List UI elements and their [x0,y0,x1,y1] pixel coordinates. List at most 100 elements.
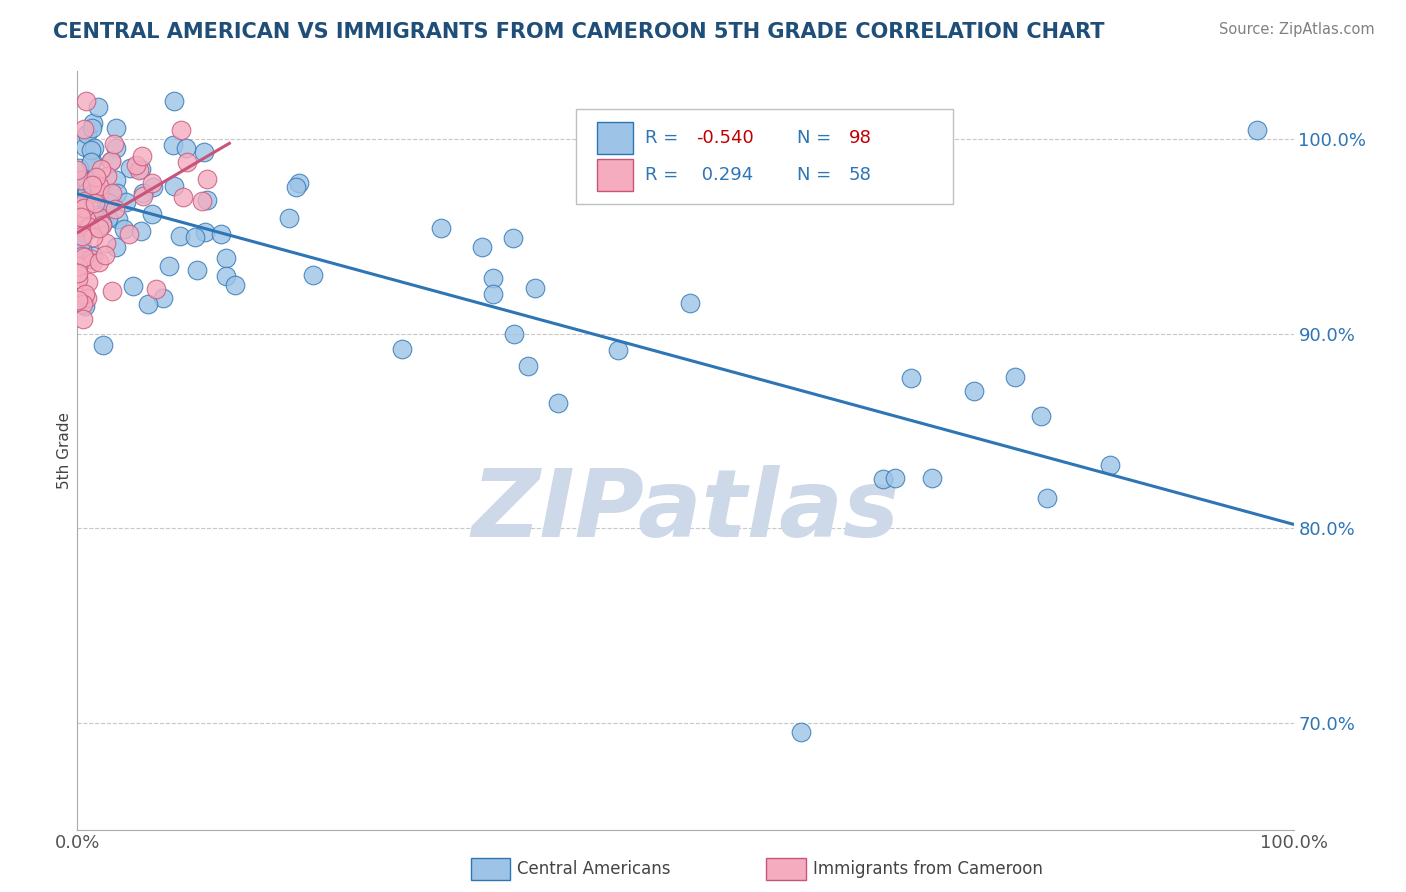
Point [481,271,503,285]
Point [517,359,540,374]
Point [163,94,186,108]
Point [75,211,97,226]
Point [89,211,111,225]
Point [75,299,97,313]
Point [391,342,413,356]
Point [70,249,93,263]
Point [72,224,94,238]
Point [70,173,93,187]
Point [112,222,135,236]
Point [547,396,569,410]
Point [523,281,546,295]
Point [73,139,96,153]
Point [96,236,118,251]
Point [162,137,184,152]
Point [76,185,98,199]
Point [132,189,155,203]
Point [77,275,100,289]
Point [73,122,96,136]
Point [471,240,494,254]
Point [66,259,89,273]
Text: R =: R = [645,166,685,185]
Point [128,163,150,178]
Point [80,155,103,169]
Point [100,153,122,168]
Point [872,472,894,486]
Point [84,169,107,184]
Point [194,225,217,239]
Point [75,94,97,108]
Point [80,121,103,136]
Text: 0.294: 0.294 [696,166,754,185]
Point [921,471,943,485]
Point [103,202,125,216]
Point [82,255,104,269]
Text: Source: ZipAtlas.com: Source: ZipAtlas.com [1219,22,1375,37]
Point [104,172,127,186]
Point [82,230,104,244]
Point [98,186,121,200]
FancyBboxPatch shape [576,110,953,204]
Point [145,282,167,296]
Point [105,240,128,254]
Point [430,221,453,235]
Point [96,169,118,184]
Point [80,252,103,267]
Point [69,217,91,231]
Point [67,199,90,213]
Point [142,180,165,194]
Text: 98: 98 [848,129,872,147]
Point [209,227,232,241]
Point [118,161,141,175]
Point [67,214,90,228]
Point [163,179,186,194]
Point [76,217,98,231]
Point [169,228,191,243]
Point [89,179,111,194]
Point [70,235,93,250]
Point [82,116,104,130]
Point [97,195,120,210]
Point [679,296,702,310]
Point [176,155,198,169]
Text: Central Americans: Central Americans [517,860,671,878]
Text: -0.540: -0.540 [696,129,754,147]
Point [105,186,128,200]
Point [101,186,124,200]
Point [87,186,110,200]
Point [66,163,89,178]
Point [91,218,114,232]
Point [86,214,108,228]
Point [107,211,129,226]
Point [141,207,163,221]
Point [70,210,93,224]
Point [80,178,103,192]
Point [125,158,148,172]
Point [285,180,308,194]
Point [115,194,138,209]
Point [75,172,97,186]
Point [1246,122,1268,136]
Point [170,122,193,136]
Point [90,211,112,225]
Point [141,176,163,190]
Point [883,470,905,484]
Point [83,141,105,155]
Point [76,291,98,305]
Point [90,161,112,176]
Point [105,120,128,135]
Text: CENTRAL AMERICAN VS IMMIGRANTS FROM CAMEROON 5TH GRADE CORRELATION CHART: CENTRAL AMERICAN VS IMMIGRANTS FROM CAME… [53,22,1105,42]
Point [70,242,93,256]
Point [73,201,96,215]
Point [80,154,103,169]
Text: ZIPatlas: ZIPatlas [471,465,900,558]
Text: R =: R = [645,129,685,147]
Point [1029,409,1052,423]
Point [132,186,155,200]
Point [101,284,124,298]
Point [131,149,153,163]
Point [67,196,90,211]
Point [66,266,89,280]
Text: Immigrants from Cameroon: Immigrants from Cameroon [813,860,1042,878]
Point [72,297,94,311]
